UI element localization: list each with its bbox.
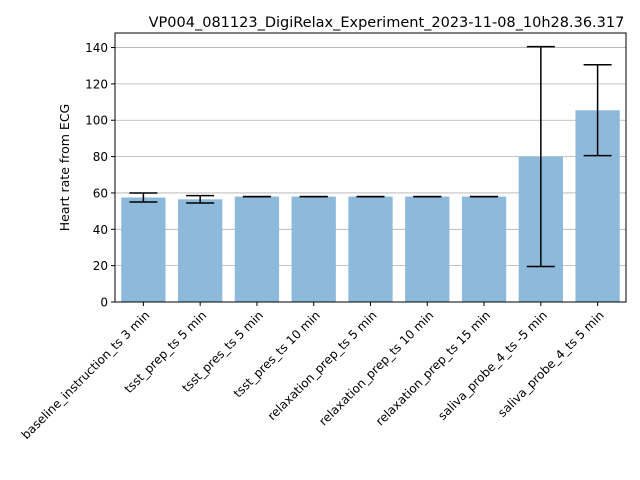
bar (234, 196, 280, 302)
y-tick-label: 120 (85, 77, 108, 91)
y-axis-label: Heart rate from ECG (57, 104, 72, 232)
x-tick-label: relaxation_prep_ts 15 min (373, 308, 493, 428)
x-tick-label: relaxation_prep_ts 10 min (316, 308, 436, 428)
y-tick-label: 60 (93, 186, 108, 200)
error-bars (129, 45, 612, 268)
bar (348, 196, 393, 302)
y-tick-label: 80 (93, 150, 108, 164)
bars (121, 110, 620, 303)
bar (291, 196, 336, 302)
x-tick-label: saliva_probe_4_ts 5 min (495, 308, 607, 420)
x-axis-ticks: baseline_instruction_ts 3 mintsst_prep_t… (19, 302, 607, 442)
y-axis-ticks: 0 20 40 60 80 100 120 140 (85, 41, 115, 310)
y-tick-label: 40 (93, 223, 108, 237)
bar (121, 197, 166, 302)
x-tick-label: relaxation_prep_ts 5 min (265, 308, 380, 423)
y-tick-label: 0 (100, 296, 108, 310)
bar (461, 196, 507, 302)
y-tick-label: 20 (93, 259, 108, 273)
bar (405, 196, 450, 302)
y-tick-label: 100 (85, 114, 108, 128)
x-tick-label: saliva_probe_4_ts -5 min (435, 308, 550, 423)
bar (178, 199, 223, 302)
chart-title: VP004_081123_DigiRelax_Experiment_2023-1… (149, 15, 625, 31)
y-tick-label: 140 (85, 41, 108, 55)
